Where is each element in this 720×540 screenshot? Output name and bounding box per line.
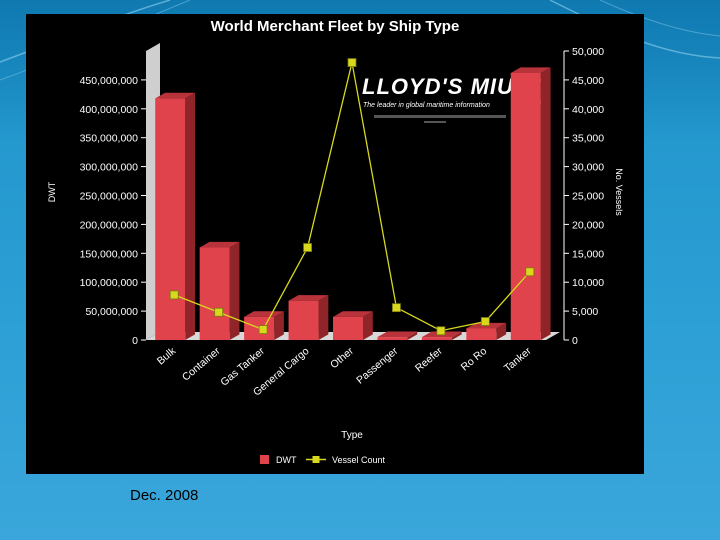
x-tick-label: Tanker [502,345,534,375]
y2-tick-label: 25,000 [572,191,604,203]
bar-front [510,72,541,341]
x-tick-label: Other [328,345,356,371]
bar-front [333,316,363,340]
y-tick-label: 250,000,000 [80,191,139,203]
bar-other [333,311,373,340]
x-tick-label: Reefer [413,345,445,375]
vessel-point-other [347,58,357,67]
bar-top [244,311,284,317]
x-tick-label: Passenger [354,345,401,387]
y2-axis-label: No. Vessels [614,168,624,216]
y2-tick-label: 50,000 [572,46,604,58]
y2-tick-label: 0 [572,335,578,347]
bar-bulk [155,92,196,341]
bar-front [466,328,497,340]
bar-side [318,295,329,340]
bar-container [199,241,240,340]
y2-tick-label: 45,000 [572,75,604,87]
vessel-point-reefer [436,326,446,336]
logo-fineprint-bar [424,121,446,123]
vessel-point-passenger [392,303,401,313]
vessel-point-container [214,307,224,317]
bar-top [333,311,373,317]
y2-tick-label: 30,000 [572,162,604,174]
bar-side [540,67,551,340]
y2-tick-label: 40,000 [572,104,604,116]
vessel-point-general-cargo [303,243,312,252]
bar-top [510,67,551,73]
chart-legend: DWT Vessel Count [260,455,386,465]
x-tick-label: Ro Ro [459,345,490,373]
bar-front [421,337,452,340]
bar-side [496,322,507,340]
legend-swatch-dwt [260,455,269,464]
y2-tick-label: 35,000 [572,133,604,145]
x-tick-label: Container [180,345,223,384]
y2-tick-label: 5,000 [572,306,598,318]
x-axis-label: Type [341,430,363,441]
vessel-point-ro-ro [480,317,490,326]
bar-top [155,92,196,99]
y-tick-label: 100,000,000 [80,277,139,289]
y-tick-label: 450,000,000 [80,75,139,87]
bar-side [451,331,462,340]
logo-name: LLOYD'S MIU [362,74,514,99]
y-tick-label: 200,000,000 [80,219,139,231]
y-axis-label: DWT [47,181,57,202]
y2-tick-label: 15,000 [572,248,604,260]
legend-label-vessels: Vessel Count [332,455,386,465]
y-tick-label: 150,000,000 [80,248,139,260]
bar-front [199,247,230,340]
vessel-point-bulk [169,290,179,300]
bar-side [407,331,418,340]
bar-side [229,241,240,340]
bar-passenger [377,331,418,340]
y-tick-label: 300,000,000 [80,162,139,174]
chart-svg: LLOYD'S MIU The leader in global maritim… [47,18,624,465]
chart-panel: LLOYD'S MIU The leader in global maritim… [26,14,644,474]
x-tick-label: Bulk [155,345,179,368]
legend-label-dwt: DWT [276,455,297,465]
vessel-point-gas-tanker [258,325,268,334]
bar-side [363,311,373,340]
bar-front [155,98,186,341]
bar-tanker [510,67,551,341]
logo-fineprint-bar [374,115,506,118]
y-tick-label: 50,000,000 [85,306,138,318]
bar-side [274,311,284,340]
chart-title: World Merchant Fleet by Ship Type [211,18,460,35]
y-tick-label: 350,000,000 [80,133,139,145]
logo-tagline: The leader in global maritime informatio… [363,102,490,109]
bar-front [288,300,319,340]
y-tick-label: 400,000,000 [80,104,139,116]
slide-caption: Dec. 2008 [130,487,199,504]
bar-side [185,92,196,341]
bar-top [377,331,418,338]
bar-top [288,295,329,301]
bar-top [199,241,240,248]
vessel-point-tanker [525,267,535,277]
legend-marker-vessels [312,456,320,463]
y2-tick-label: 10,000 [572,277,604,289]
bar-front [377,337,408,340]
bar-general-cargo [288,295,329,340]
y2-tick-label: 20,000 [572,219,604,231]
y-tick-label: 0 [132,335,138,347]
